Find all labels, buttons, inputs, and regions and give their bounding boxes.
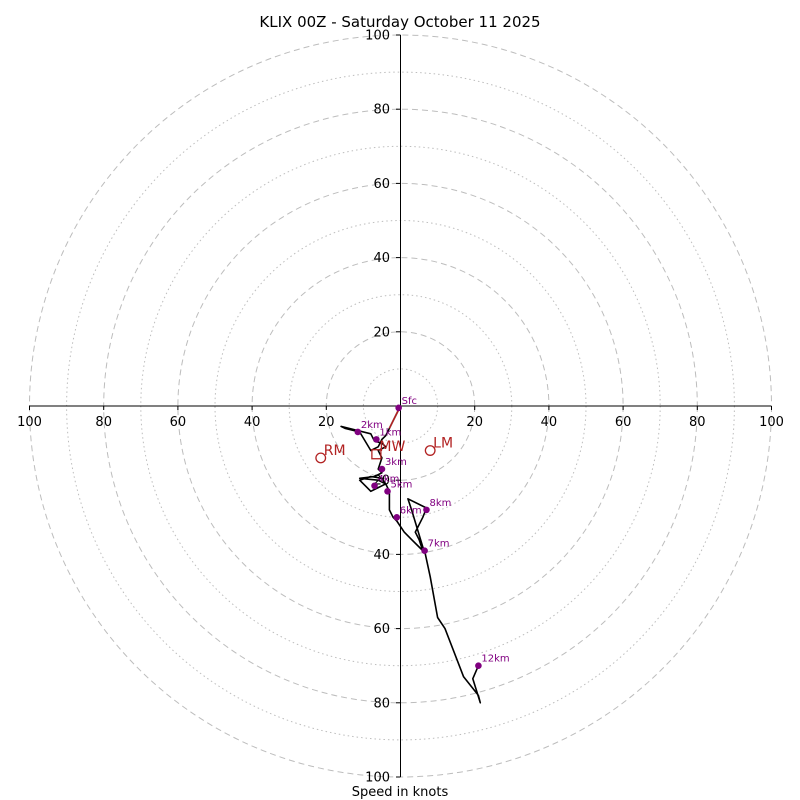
x-tick-label: 80 [95, 415, 112, 430]
x-axis-label: Speed in knots [352, 785, 449, 800]
height-label-1km: 1km [379, 427, 401, 438]
height-label-7km: 7km [428, 539, 450, 550]
y-tick-label: 40 [373, 548, 390, 563]
height-marker-12km [475, 662, 482, 669]
height-label-5km: 5km [391, 479, 413, 490]
height-label-2km: 2km [361, 420, 383, 431]
height-label-3km: 3km [385, 457, 407, 468]
x-tick-label: 100 [17, 415, 42, 430]
height-marker-7km [421, 547, 428, 554]
y-tick-label: 80 [373, 103, 390, 118]
storm-motion-label-LM: LM [433, 436, 453, 452]
y-tick-label: 80 [373, 696, 390, 711]
y-tick-label: 100 [365, 771, 390, 786]
storm-motion-RM [315, 452, 327, 464]
height-marker-6km [393, 514, 401, 521]
x-tick-label: 80 [689, 415, 706, 430]
hodograph-line [340, 405, 482, 704]
storm-motion-MW [371, 449, 382, 460]
height-marker-8km [423, 506, 430, 514]
x-tick-label: 40 [244, 415, 261, 430]
storm-motion-LM [424, 445, 436, 456]
height-label-6km: 6km [400, 505, 422, 516]
height-marker-3km [378, 465, 386, 473]
x-tick-label: 40 [541, 415, 558, 430]
height-marker-5km [384, 488, 391, 495]
storm-motion-label-RM: RM [324, 443, 346, 459]
y-tick-label: 60 [373, 177, 390, 192]
height-marker-2km [354, 428, 362, 436]
x-tick-label: 60 [615, 415, 632, 430]
x-tick-label: 60 [170, 415, 187, 430]
x-tick-label: 100 [759, 415, 784, 430]
height-label-12km: 12km [481, 654, 509, 665]
height-label-Sfc: Sfc [402, 396, 417, 407]
height-label-4km: 4km [378, 474, 400, 485]
x-tick-label: 20 [466, 415, 483, 430]
storm-motion-label-MW: MW [379, 439, 405, 455]
height-label-8km: 8km [429, 498, 451, 509]
y-tick-label: 100 [365, 29, 390, 44]
y-tick-label: 60 [373, 622, 390, 637]
height-marker-4km [371, 482, 378, 490]
y-tick-label: 20 [373, 325, 390, 340]
y-tick-label: 40 [373, 251, 390, 266]
height-marker-Sfc [395, 404, 402, 412]
storm-motion-markers: RM LM MW [315, 436, 453, 464]
x-tick-label: 20 [318, 415, 335, 430]
height-marker-1km [373, 436, 380, 443]
chart-title: KLIX 00Z - Saturday October 11 2025 [259, 13, 540, 31]
